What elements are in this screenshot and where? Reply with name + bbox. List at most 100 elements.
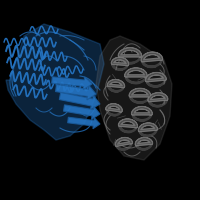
Polygon shape bbox=[49, 83, 50, 87]
Polygon shape bbox=[24, 38, 25, 42]
Polygon shape bbox=[19, 93, 20, 96]
Polygon shape bbox=[40, 60, 41, 64]
Polygon shape bbox=[73, 87, 74, 91]
Polygon shape bbox=[41, 48, 42, 54]
Polygon shape bbox=[53, 72, 54, 76]
Polygon shape bbox=[17, 89, 18, 94]
Polygon shape bbox=[46, 81, 47, 85]
Polygon shape bbox=[39, 67, 40, 71]
Polygon shape bbox=[20, 74, 21, 79]
Polygon shape bbox=[80, 84, 81, 88]
Polygon shape bbox=[33, 60, 34, 65]
Polygon shape bbox=[36, 95, 37, 98]
Polygon shape bbox=[33, 87, 34, 91]
Polygon shape bbox=[42, 67, 43, 71]
Polygon shape bbox=[83, 85, 84, 88]
Polygon shape bbox=[43, 97, 44, 99]
Polygon shape bbox=[25, 86, 26, 89]
Polygon shape bbox=[67, 83, 68, 87]
Polygon shape bbox=[16, 84, 17, 86]
Polygon shape bbox=[34, 53, 35, 58]
Polygon shape bbox=[36, 42, 37, 46]
Polygon shape bbox=[43, 98, 44, 100]
Polygon shape bbox=[85, 89, 86, 91]
Polygon shape bbox=[68, 73, 69, 77]
Polygon shape bbox=[40, 74, 41, 77]
Polygon shape bbox=[47, 42, 48, 46]
Polygon shape bbox=[45, 51, 46, 55]
Polygon shape bbox=[40, 66, 41, 69]
Polygon shape bbox=[37, 51, 38, 55]
Polygon shape bbox=[63, 55, 64, 60]
Polygon shape bbox=[61, 82, 62, 85]
Polygon shape bbox=[21, 89, 22, 94]
Polygon shape bbox=[30, 79, 31, 84]
Polygon shape bbox=[64, 85, 65, 89]
Polygon shape bbox=[74, 84, 75, 86]
Polygon shape bbox=[76, 88, 77, 91]
Polygon shape bbox=[78, 67, 79, 71]
Polygon shape bbox=[34, 95, 35, 98]
Polygon shape bbox=[56, 82, 57, 86]
Polygon shape bbox=[45, 72, 46, 75]
Polygon shape bbox=[52, 84, 53, 88]
Polygon shape bbox=[56, 83, 57, 87]
Polygon shape bbox=[13, 50, 14, 56]
Polygon shape bbox=[17, 73, 18, 78]
Polygon shape bbox=[54, 69, 55, 73]
Polygon shape bbox=[58, 57, 59, 61]
Polygon shape bbox=[37, 51, 38, 57]
Polygon shape bbox=[65, 59, 66, 62]
Polygon shape bbox=[79, 87, 80, 91]
Polygon shape bbox=[50, 58, 51, 61]
Polygon shape bbox=[26, 65, 27, 70]
Polygon shape bbox=[21, 81, 22, 83]
Polygon shape bbox=[87, 86, 88, 90]
Polygon shape bbox=[50, 72, 51, 76]
Polygon shape bbox=[49, 82, 50, 86]
Polygon shape bbox=[10, 50, 11, 56]
Polygon shape bbox=[68, 88, 69, 92]
Polygon shape bbox=[42, 78, 43, 84]
Polygon shape bbox=[20, 55, 21, 58]
Polygon shape bbox=[28, 93, 29, 97]
Polygon shape bbox=[57, 69, 58, 74]
Polygon shape bbox=[32, 38, 33, 42]
Polygon shape bbox=[52, 52, 53, 57]
Polygon shape bbox=[27, 72, 28, 75]
Polygon shape bbox=[11, 71, 12, 75]
Polygon shape bbox=[47, 80, 48, 83]
Polygon shape bbox=[63, 86, 64, 90]
Polygon shape bbox=[17, 86, 18, 91]
Polygon shape bbox=[60, 67, 61, 70]
Polygon shape bbox=[18, 71, 19, 75]
Polygon shape bbox=[70, 84, 71, 88]
Polygon shape bbox=[82, 69, 83, 73]
Polygon shape bbox=[30, 48, 31, 54]
Polygon shape bbox=[19, 93, 20, 96]
Polygon shape bbox=[80, 84, 81, 88]
Polygon shape bbox=[60, 67, 61, 71]
Polygon shape bbox=[43, 68, 44, 71]
Polygon shape bbox=[49, 83, 50, 87]
Polygon shape bbox=[67, 75, 68, 78]
Polygon shape bbox=[65, 89, 66, 91]
Polygon shape bbox=[57, 69, 58, 73]
Polygon shape bbox=[67, 86, 68, 90]
Polygon shape bbox=[18, 94, 19, 96]
Polygon shape bbox=[26, 94, 27, 97]
Polygon shape bbox=[27, 38, 28, 42]
Polygon shape bbox=[14, 80, 15, 82]
Polygon shape bbox=[53, 51, 54, 53]
Polygon shape bbox=[54, 68, 55, 72]
Polygon shape bbox=[71, 89, 72, 92]
Polygon shape bbox=[26, 64, 27, 69]
Polygon shape bbox=[69, 83, 70, 85]
Polygon shape bbox=[14, 47, 15, 52]
Polygon shape bbox=[39, 46, 40, 49]
Polygon shape bbox=[9, 46, 10, 52]
Polygon shape bbox=[20, 72, 21, 76]
Polygon shape bbox=[21, 63, 22, 68]
Polygon shape bbox=[21, 80, 22, 83]
Polygon shape bbox=[34, 28, 35, 32]
